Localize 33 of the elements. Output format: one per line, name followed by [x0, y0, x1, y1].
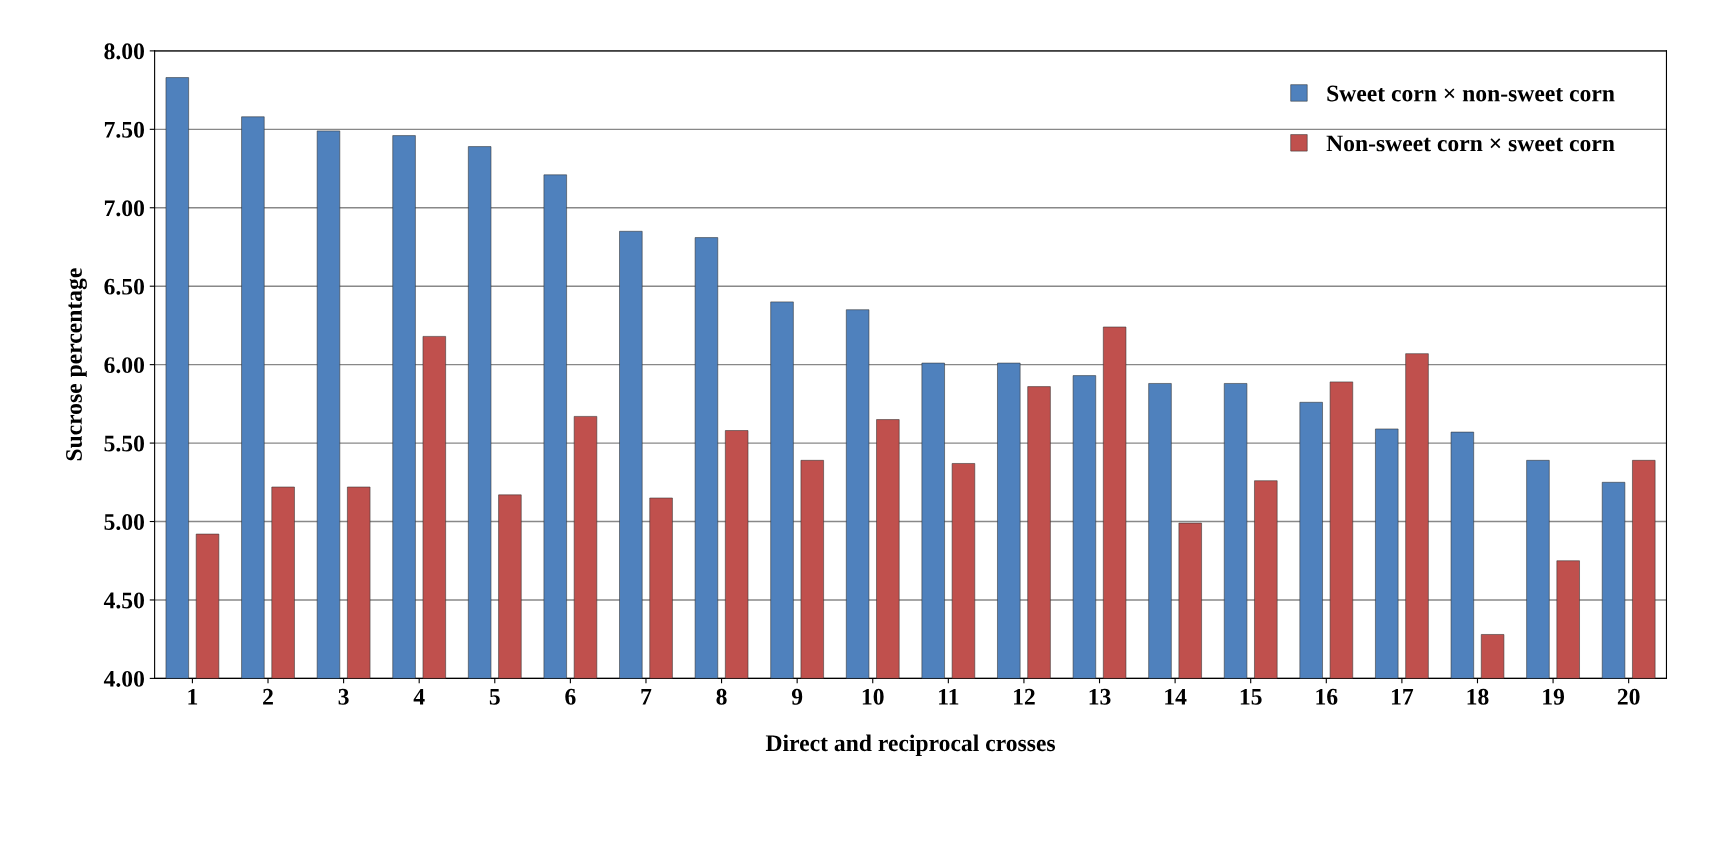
y-tick-label: 5.50: [104, 435, 144, 452]
y-tick-label: 7.50: [104, 121, 144, 138]
x-tick-label: 14: [1165, 688, 1187, 705]
x-tick-label: 10: [862, 688, 884, 705]
x-tick-label: 12: [1014, 688, 1035, 705]
x-tick-label: 17: [1391, 688, 1414, 705]
x-tick-label: 19: [1543, 688, 1565, 705]
y-tick-label: 6.50: [104, 278, 144, 295]
x-tick-label: 4: [413, 688, 425, 705]
x-tick-label: 3: [338, 688, 349, 705]
x-axis-title: Direct and reciprocal crosses: [765, 734, 1056, 756]
x-tick-label: 5: [489, 689, 500, 705]
y-tick-label: 6.00: [104, 357, 144, 374]
x-tick-label: 18: [1467, 688, 1489, 705]
y-tick-label: 8.00: [104, 43, 144, 60]
x-tick-label: 7: [641, 689, 652, 705]
y-tick-label: 7.00: [104, 200, 144, 217]
x-tick-label: 6: [565, 688, 576, 705]
y-tick-label: 5.00: [104, 514, 144, 531]
x-tick-label: 9: [791, 688, 803, 705]
x-tick-label: 16: [1316, 688, 1338, 705]
x-tick-label: 8: [716, 688, 727, 705]
x-tick-label: 15: [1240, 688, 1262, 705]
x-tick-label: 20: [1617, 688, 1640, 705]
legend-label: Non-sweet corn × sweet corn: [1326, 135, 1615, 152]
y-tick-label: 4.00: [103, 670, 144, 687]
x-tick-label: 13: [1089, 688, 1111, 705]
x-tick-label: 2: [263, 688, 273, 705]
legend-label: Sweet corn × non-sweet corn: [1327, 85, 1615, 102]
y-axis-title: Sucrose percentage: [66, 268, 87, 461]
x-tick-label: 1: [188, 688, 198, 705]
y-tick-label: 4.50: [103, 592, 144, 609]
x-tick-label: 11: [939, 688, 959, 705]
